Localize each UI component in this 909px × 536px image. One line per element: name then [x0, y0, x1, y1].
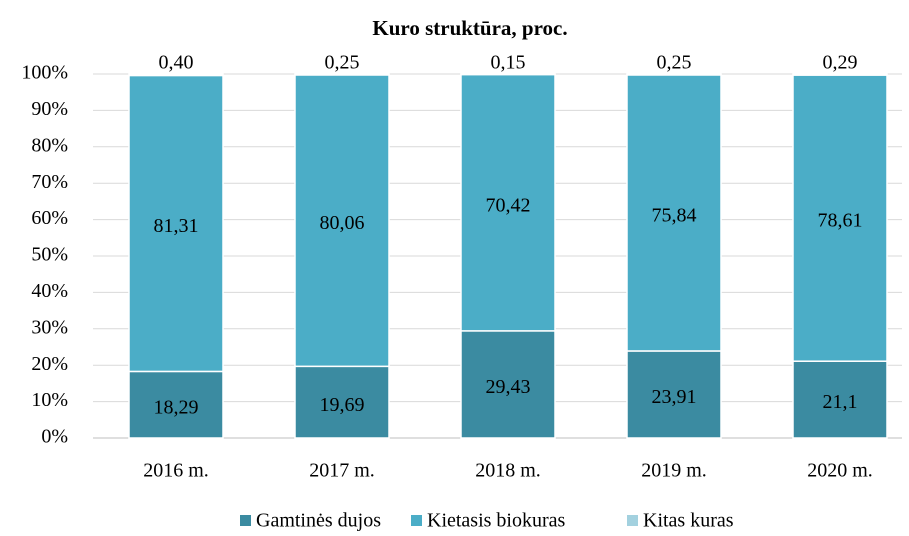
- bar-segment: [626, 73, 722, 76]
- value-label: 70,42: [486, 194, 531, 216]
- value-label: 0,40: [159, 52, 194, 74]
- bar-segment: [128, 370, 224, 439]
- bar-segment: [460, 73, 556, 76]
- legend-swatch: [627, 515, 638, 526]
- bar-segment: [792, 73, 888, 76]
- chart-title: Kuro struktūra, proc.: [372, 16, 567, 40]
- y-tick-label: 10%: [31, 389, 68, 411]
- value-label: 23,91: [652, 386, 697, 408]
- y-tick-label: 20%: [31, 353, 68, 375]
- y-tick-label: 90%: [31, 98, 68, 120]
- value-label: 0,25: [657, 52, 692, 74]
- value-label: 18,29: [154, 396, 199, 418]
- y-tick-label: 0%: [41, 426, 68, 448]
- y-tick-label: 40%: [31, 280, 68, 302]
- x-tick-label: 2016 m.: [143, 460, 209, 482]
- value-label: 21,1: [823, 391, 858, 413]
- y-tick-label: 100%: [21, 62, 68, 84]
- legend-swatch: [240, 515, 251, 526]
- value-label: 0,15: [491, 52, 526, 74]
- legend-label: Gamtinės dujos: [256, 510, 381, 532]
- value-label: 19,69: [320, 394, 365, 416]
- value-label: 75,84: [652, 205, 697, 227]
- x-tick-label: 2020 m.: [807, 460, 873, 482]
- legend-label: Kitas kuras: [643, 510, 734, 532]
- legend-label: Kietasis biokuras: [427, 510, 566, 532]
- y-tick-label: 50%: [31, 244, 68, 266]
- value-label: 81,31: [154, 215, 199, 237]
- value-label: 78,61: [818, 210, 863, 232]
- value-label: 0,25: [325, 52, 360, 74]
- bar-segment: [460, 330, 556, 439]
- x-tick-label: 2017 m.: [309, 460, 375, 482]
- y-tick-label: 70%: [31, 171, 68, 193]
- bar-segment: [460, 73, 556, 332]
- bar-segment: [792, 74, 888, 362]
- y-tick-label: 60%: [31, 207, 68, 229]
- bar-segment: [294, 73, 390, 76]
- bar-segment: [626, 350, 722, 439]
- bar-segment: [128, 73, 224, 77]
- bar-segment: [626, 74, 722, 352]
- value-label: 0,29: [823, 52, 858, 74]
- y-tick-label: 80%: [31, 134, 68, 156]
- y-tick-label: 30%: [31, 316, 68, 338]
- value-label: 29,43: [486, 376, 531, 398]
- legend-swatch: [411, 515, 422, 526]
- bar-segment: [128, 74, 224, 373]
- value-label: 80,06: [320, 212, 365, 234]
- x-tick-label: 2019 m.: [641, 460, 707, 482]
- x-tick-label: 2018 m.: [475, 460, 541, 482]
